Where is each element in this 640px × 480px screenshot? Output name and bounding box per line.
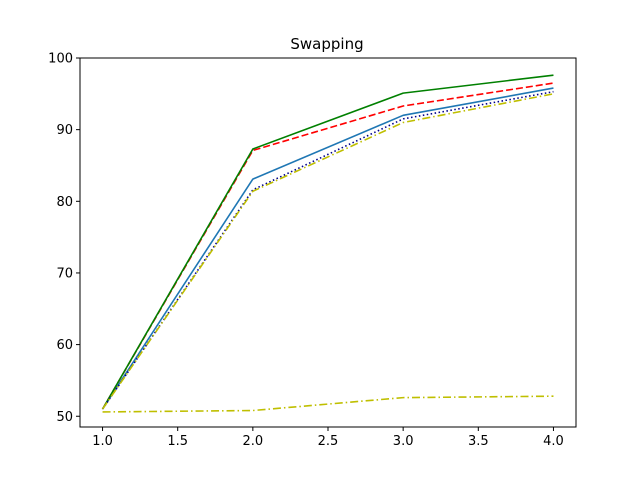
series-line-3 <box>101 74 554 410</box>
series-line-4 <box>101 90 554 410</box>
series-line-2 <box>101 82 554 410</box>
plot-frame <box>79 57 577 428</box>
x-tick-label: 3.5 <box>468 434 489 449</box>
y-tick-label: 60 <box>56 338 73 353</box>
x-tick-label: 1.0 <box>92 434 113 449</box>
series-line-5 <box>101 93 554 410</box>
x-tick-label: 2.5 <box>318 434 339 449</box>
y-tick-label: 50 <box>56 410 73 425</box>
y-tick-label: 80 <box>56 195 73 210</box>
series-line-1 <box>101 87 554 410</box>
y-tick-label: 100 <box>48 52 73 67</box>
y-axis: 50 60 70 80 90 100 <box>48 52 80 425</box>
series-layer <box>101 74 554 413</box>
x-tick-label: 3.0 <box>393 434 414 449</box>
x-tick-label: 1.5 <box>167 434 188 449</box>
y-tick-label: 90 <box>56 123 73 138</box>
x-tick-label: 2.0 <box>243 434 264 449</box>
chart-title: Swapping <box>290 35 363 53</box>
series-line-6 <box>102 395 554 413</box>
x-axis: 1.0 1.5 2.0 2.5 3.0 3.5 4.0 <box>92 427 564 449</box>
x-tick-label: 4.0 <box>543 434 564 449</box>
y-tick-label: 70 <box>56 266 73 281</box>
